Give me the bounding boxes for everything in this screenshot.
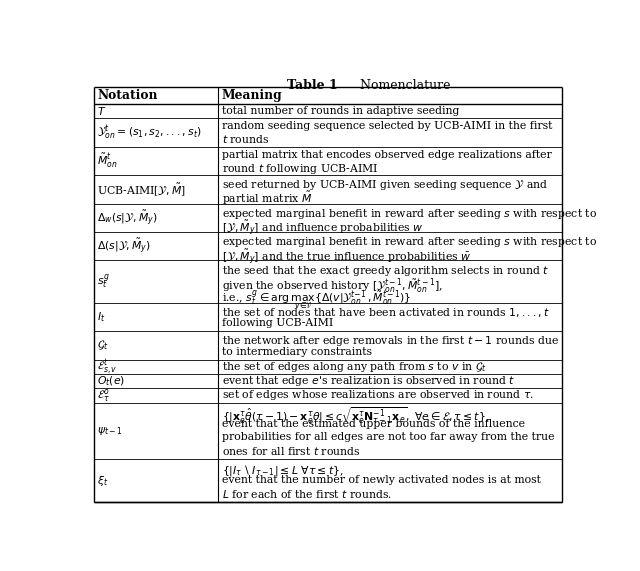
Text: $\tilde{M}^t_{on}$: $\tilde{M}^t_{on}$	[97, 152, 118, 170]
Text: $\Delta(s|\mathcal{Y}, \tilde{M}_y)$: $\Delta(s|\mathcal{Y}, \tilde{M}_y)$	[97, 236, 151, 256]
Text: expected marginal benefit in reward after seeding $s$ with respect to: expected marginal benefit in reward afte…	[222, 207, 597, 220]
Text: the set of nodes that have been activated in rounds $1,...,t$: the set of nodes that have been activate…	[222, 306, 550, 319]
Text: random seeding sequence selected by UCB-AIMI in the first: random seeding sequence selected by UCB-…	[222, 121, 552, 131]
Text: i.e., $s^g_t \in \arg\max_{v\in\mathcal{V}}\{\Delta(v|\mathcal{Y}^{t-1}_{on}, \t: i.e., $s^g_t \in \arg\max_{v\in\mathcal{…	[222, 289, 412, 312]
Text: $[\mathcal{Y}, \tilde{M}_y]$ and the true influence probabilities $\bar{w}$: $[\mathcal{Y}, \tilde{M}_y]$ and the tru…	[222, 247, 471, 267]
Text: to intermediary constraints: to intermediary constraints	[222, 347, 372, 357]
Text: $O_t(e)$: $O_t(e)$	[97, 375, 125, 388]
Text: set of edges whose realizations are observed in round $\tau$.: set of edges whose realizations are obse…	[222, 388, 534, 403]
Text: UCB-AIMI[$\mathcal{Y}, \tilde{M}$]: UCB-AIMI[$\mathcal{Y}, \tilde{M}$]	[97, 181, 186, 198]
Text: round $t$ following UCB-AIMI: round $t$ following UCB-AIMI	[222, 162, 378, 176]
Text: $\mathcal{G}_t$: $\mathcal{G}_t$	[97, 339, 109, 352]
Text: $\mathcal{E}^t_{s,v}$: $\mathcal{E}^t_{s,v}$	[97, 357, 118, 377]
Text: $\mathcal{Y}^t_{on} = (s_1, s_2, ..., s_t)$: $\mathcal{Y}^t_{on} = (s_1, s_2, ..., s_…	[97, 123, 202, 142]
Text: $[\mathcal{Y}, \tilde{M}_y]$ and influence probabilities $w$: $[\mathcal{Y}, \tilde{M}_y]$ and influen…	[222, 219, 424, 238]
Text: ones for all first $t$ rounds: ones for all first $t$ rounds	[222, 445, 360, 457]
Text: partial matrix that encodes observed edge realizations after: partial matrix that encodes observed edg…	[222, 150, 552, 160]
Text: $\psi_{t-1}$: $\psi_{t-1}$	[97, 425, 123, 437]
Text: the network after edge removals in the first $t-1$ rounds due: the network after edge removals in the f…	[222, 335, 559, 348]
Text: event that the estimated upper bounds of the influence: event that the estimated upper bounds of…	[222, 419, 525, 429]
Text: $t$ rounds: $t$ rounds	[222, 134, 269, 146]
Text: event that the number of newly activated nodes is at most: event that the number of newly activated…	[222, 475, 541, 485]
Text: $L$ for each of the first $t$ rounds.: $L$ for each of the first $t$ rounds.	[222, 488, 392, 500]
Text: $\Delta_w(s|\mathcal{Y}, \tilde{M}_y)$: $\Delta_w(s|\mathcal{Y}, \tilde{M}_y)$	[97, 208, 157, 227]
Text: event that edge $e$'s realization is observed in round $t$: event that edge $e$'s realization is obs…	[222, 374, 515, 388]
Text: probabilities for all edges are not too far away from the true: probabilities for all edges are not too …	[222, 432, 554, 442]
Text: following UCB-AIMI: following UCB-AIMI	[222, 318, 333, 328]
Text: $\mathcal{E}^o_\tau$: $\mathcal{E}^o_\tau$	[97, 387, 110, 404]
Text: Notation: Notation	[97, 89, 157, 102]
Text: $I_t$: $I_t$	[97, 311, 106, 324]
Text: $\{|\mathbf{x}^\tau_e\hat{\theta}(\tau-1) - \mathbf{x}^\tau_e\theta| \leq c\sqrt: $\{|\mathbf{x}^\tau_e\hat{\theta}(\tau-1…	[222, 406, 489, 427]
Text: seed returned by UCB-AIMI given seeding sequence $\mathcal{Y}$ and: seed returned by UCB-AIMI given seeding …	[222, 178, 548, 192]
Text: $s^g_t$: $s^g_t$	[97, 272, 109, 291]
Text: expected marginal benefit in reward after seeding $s$ with respect to: expected marginal benefit in reward afte…	[222, 235, 597, 249]
Text: Table 1: Table 1	[287, 79, 338, 93]
Text: the seed that the exact greedy algorithm selects in round $t$: the seed that the exact greedy algorithm…	[222, 264, 549, 278]
Text: total number of rounds in adaptive seeding: total number of rounds in adaptive seedi…	[222, 106, 460, 116]
Text: partial matrix $\tilde{M}$: partial matrix $\tilde{M}$	[222, 190, 312, 207]
Text: $\{|I_\tau \setminus I_{\tau-1}| \leq L\ \forall \tau \leq t\}$,: $\{|I_\tau \setminus I_{\tau-1}| \leq L\…	[222, 463, 344, 477]
Text: $T$: $T$	[97, 105, 106, 117]
Text: the set of edges along any path from $s$ to $v$ in $\mathcal{G}_t$: the set of edges along any path from $s$…	[222, 360, 486, 374]
Text: $\xi_t$: $\xi_t$	[97, 474, 108, 488]
Text: Nomenclature: Nomenclature	[344, 79, 450, 93]
Text: Meaning: Meaning	[222, 89, 283, 102]
Text: given the observed history $[\mathcal{Y}^{t-1}_{on}, \tilde{M}^{t-1}_{on}]$,: given the observed history $[\mathcal{Y}…	[222, 276, 443, 295]
